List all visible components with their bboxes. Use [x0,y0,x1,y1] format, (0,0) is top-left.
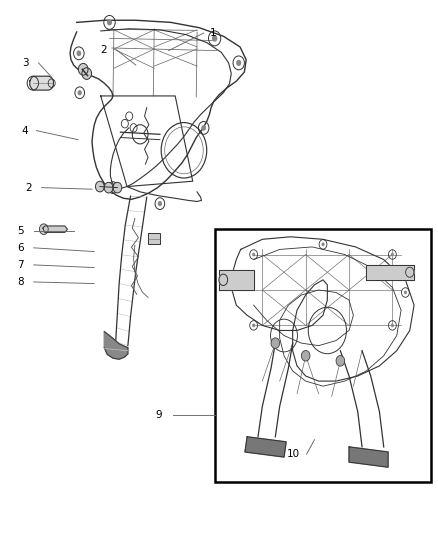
Text: 8: 8 [18,277,24,287]
Polygon shape [30,76,53,90]
Ellipse shape [219,274,228,286]
Text: 9: 9 [155,410,162,419]
Text: 1: 1 [210,28,217,38]
Text: 7: 7 [18,260,24,270]
FancyBboxPatch shape [148,233,160,244]
Text: 4: 4 [21,126,28,135]
Polygon shape [43,226,67,232]
Circle shape [113,182,122,193]
Polygon shape [245,437,286,457]
Bar [215,229,431,482]
Circle shape [78,63,88,75]
Circle shape [104,182,113,193]
Circle shape [321,243,325,246]
Circle shape [82,68,92,79]
Circle shape [252,324,255,327]
Circle shape [107,19,112,26]
Circle shape [78,90,82,95]
Polygon shape [104,332,128,359]
Circle shape [158,201,162,206]
Circle shape [252,253,255,256]
Text: 10: 10 [287,449,300,459]
Polygon shape [349,447,388,467]
Text: 2: 2 [25,183,32,192]
Circle shape [77,51,81,56]
Circle shape [212,35,217,42]
Polygon shape [366,265,414,280]
Text: 3: 3 [22,58,28,68]
Circle shape [391,324,394,327]
Ellipse shape [406,267,414,277]
Polygon shape [219,270,254,290]
Circle shape [301,351,310,361]
Circle shape [201,125,206,131]
Text: 5: 5 [18,226,24,236]
Circle shape [271,338,280,349]
Text: 2: 2 [101,45,107,54]
Circle shape [95,181,104,192]
Circle shape [236,60,241,66]
Circle shape [404,290,407,294]
Circle shape [391,253,394,256]
Circle shape [39,224,48,235]
Circle shape [111,185,115,190]
Text: 6: 6 [18,243,24,253]
Circle shape [336,356,345,366]
